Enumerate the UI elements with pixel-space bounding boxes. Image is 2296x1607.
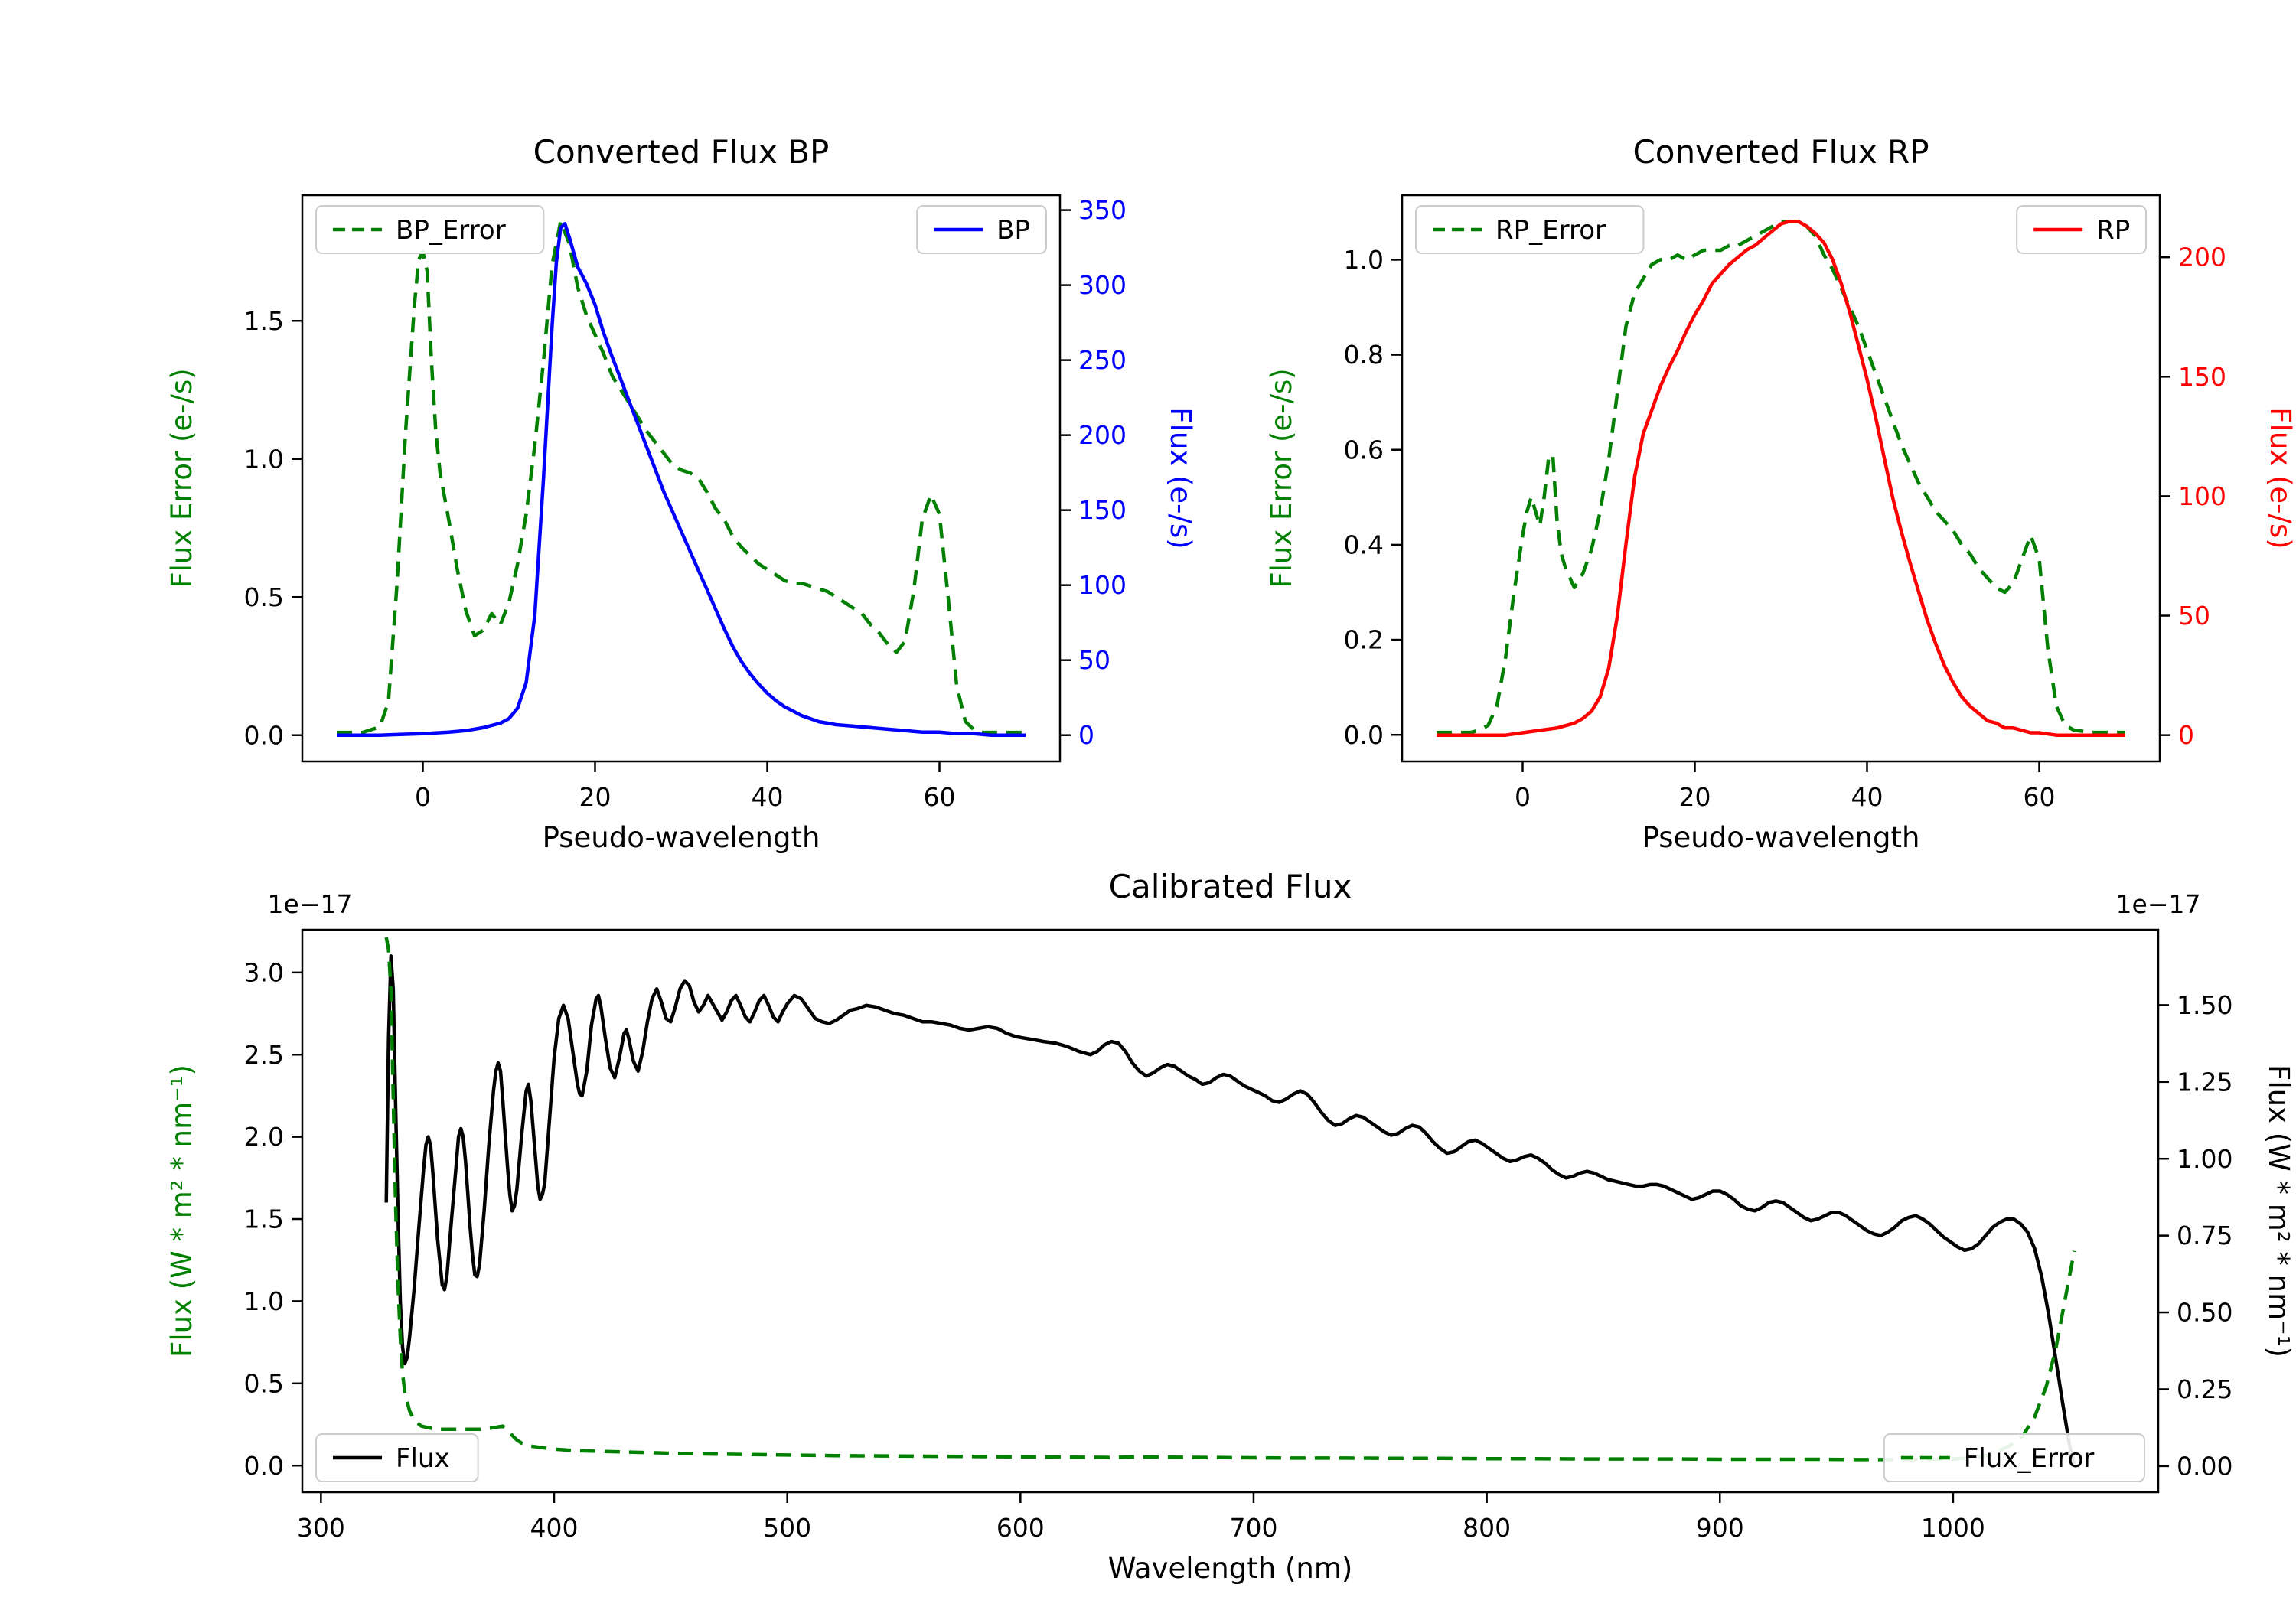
- y-tick-label-left: 0.0: [244, 1451, 284, 1481]
- y-tick-label-left: 0.5: [244, 1368, 284, 1398]
- y-tick-label-left: 1.5: [244, 1204, 284, 1234]
- y-tick-label-right: 1.50: [2177, 990, 2232, 1020]
- y-tick-label-left: 0.4: [1344, 530, 1384, 559]
- y-tick-label-left: 0.5: [244, 582, 284, 612]
- x-axis-label: Wavelength (nm): [1108, 1552, 1353, 1585]
- chart-converted-flux-rp: Converted Flux RP Pseudo-wavelength 0 20 40 6…: [1265, 133, 2296, 854]
- y-tick-label-right: 1.25: [2177, 1067, 2232, 1097]
- chart-title: Calibrated Flux: [1109, 868, 1352, 905]
- y-tick-label-left: 2.5: [244, 1040, 284, 1070]
- y-tick-label-left: 0.8: [1344, 340, 1384, 370]
- bp-error-line: [337, 220, 1026, 735]
- x-tick-label: 600: [996, 1513, 1045, 1543]
- legend-rp-error: RP_Error: [1415, 205, 1645, 254]
- y-tick-label-right: 0.25: [2177, 1374, 2232, 1404]
- y-tick-label-right: 150: [1078, 495, 1127, 525]
- y-axis-label-left: Flux (W * m² * nm⁻¹): [165, 1064, 198, 1358]
- y-tick-label-right: 50: [2178, 601, 2210, 631]
- y-tick-label-right: 250: [1078, 345, 1127, 375]
- axes-spines: [301, 928, 2160, 1494]
- chart-calibrated-flux: Calibrated Flux Wavelength (nm) 300 400 500 6…: [165, 868, 2295, 1585]
- x-tick-label: 60: [924, 782, 956, 812]
- y-axis-label-left: Flux Error (e-/s): [165, 368, 198, 588]
- y-tick-label-right: 200: [1078, 420, 1127, 450]
- y-tick-label-left: 2.0: [244, 1122, 284, 1152]
- legend-flux-error: Flux_Error: [1883, 1433, 2146, 1482]
- y-tick-label-left: 0.0: [1344, 720, 1384, 750]
- legend-label: Flux_Error: [1964, 1443, 2095, 1474]
- x-tick-label: 800: [1463, 1513, 1511, 1543]
- flux-error-line: [384, 937, 2076, 1462]
- y-axis-label-right: Flux (e-/s): [1164, 407, 1197, 549]
- y-tick-label-left: 1.5: [244, 306, 284, 336]
- axes-spines: [1401, 194, 2161, 763]
- legend-box: [1415, 205, 1645, 254]
- y-tick-label-right: 100: [2178, 481, 2226, 511]
- legend-label: RP_Error: [1495, 215, 1606, 246]
- chart-title: Converted Flux BP: [533, 133, 830, 171]
- y-tick-label-right: 0: [2178, 720, 2194, 750]
- chart-converted-flux-bp: Converted Flux BP Pseudo-wavelength 0 20 40 6…: [165, 133, 1197, 854]
- x-tick-label: 60: [2024, 782, 2056, 812]
- x-tick-label: 300: [297, 1513, 345, 1543]
- y-tick-label-right: 50: [1078, 645, 1110, 675]
- y-tick-label-right: 300: [1078, 270, 1127, 300]
- x-tick-label: 0: [1515, 782, 1531, 812]
- chart-title: Converted Flux RP: [1632, 133, 1929, 171]
- y-tick-label-left: 1.0: [244, 1286, 284, 1316]
- x-tick-label: 1000: [1921, 1513, 1985, 1543]
- y-tick-label-right: 0.00: [2177, 1451, 2232, 1481]
- x-tick-label: 400: [530, 1513, 579, 1543]
- x-axis-label: Pseudo-wavelength: [1642, 821, 1920, 854]
- x-tick-label: 700: [1229, 1513, 1277, 1543]
- legend-box: [315, 1433, 479, 1482]
- legend-flux: Flux: [315, 1433, 479, 1482]
- x-tick-label: 0: [415, 782, 431, 812]
- y-tick-label-right: 1.00: [2177, 1144, 2232, 1174]
- y-tick-label-right: 150: [2178, 362, 2226, 392]
- x-axis-label: Pseudo-wavelength: [543, 821, 820, 854]
- x-tick-label: 20: [579, 782, 612, 812]
- y-tick-label-left: 0.2: [1344, 625, 1384, 655]
- y-tick-label-right: 100: [1078, 570, 1127, 600]
- x-tick-label: 20: [1679, 782, 1711, 812]
- y-tick-label-right: 350: [1078, 195, 1127, 225]
- x-tick-label: 900: [1696, 1513, 1744, 1543]
- offset-text-left: 1e−17: [268, 889, 353, 919]
- rp-line: [1437, 220, 2125, 737]
- y-tick-label-left: 1.0: [244, 444, 284, 474]
- x-tick-label: 500: [763, 1513, 811, 1543]
- legend-label: BP: [996, 215, 1030, 246]
- y-tick-label-right: 0: [1078, 720, 1094, 750]
- x-tick-label: 40: [1851, 782, 1883, 812]
- legend-label: RP: [2096, 215, 2130, 246]
- legend-box: [1883, 1433, 2146, 1482]
- y-tick-label-right: 0.50: [2177, 1298, 2232, 1328]
- flux-line: [384, 954, 2076, 1465]
- y-axis-label-right: Flux (W * m² * nm⁻¹): [2262, 1064, 2295, 1358]
- legend-label: Flux: [396, 1443, 450, 1474]
- legend-rp: RP: [2016, 205, 2147, 254]
- y-axis-label-right: Flux (e-/s): [2264, 407, 2296, 549]
- legend-bp: BP: [916, 205, 1047, 254]
- x-tick-label: 40: [752, 782, 784, 812]
- offset-text-right: 1e−17: [2116, 889, 2201, 919]
- legend-label: BP_Error: [396, 215, 506, 246]
- bp-line: [337, 221, 1026, 737]
- y-axis-label-left: Flux Error (e-/s): [1265, 368, 1298, 588]
- legend-bp-error: BP_Error: [315, 205, 545, 254]
- y-tick-label-right: 0.75: [2177, 1221, 2232, 1250]
- y-tick-label-left: 1.0: [1344, 245, 1384, 275]
- axes-spines: [301, 194, 1062, 763]
- y-tick-label-left: 3.0: [244, 957, 284, 987]
- y-tick-label-left: 0.0: [244, 720, 284, 750]
- legend-box: [315, 205, 545, 254]
- y-tick-label-left: 0.6: [1344, 435, 1384, 464]
- rp-error-line: [1437, 220, 2125, 735]
- y-tick-label-right: 200: [2178, 243, 2226, 272]
